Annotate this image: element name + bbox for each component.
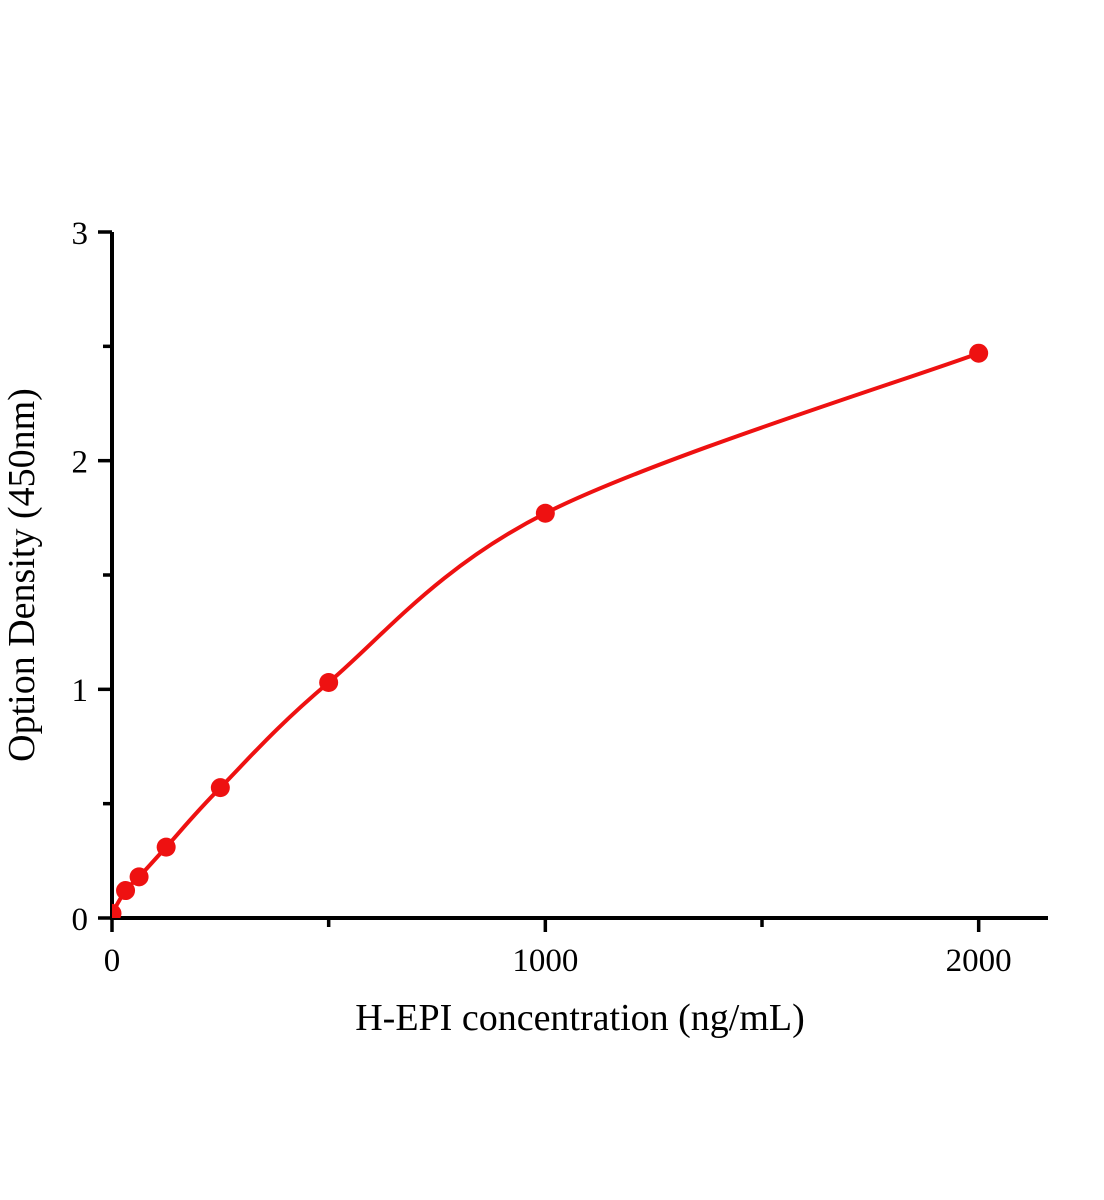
y-tick-label: 2 [72,445,89,481]
data-point [156,837,176,857]
data-point [210,778,230,798]
x-tick-label: 0 [104,943,121,979]
fit-curve [112,351,981,916]
y-tick-label: 1 [72,673,89,709]
data-point [535,503,555,523]
data-point [969,343,989,363]
y-tick-label: 3 [72,216,89,252]
data-point [116,881,136,901]
x-tick-label: 1000 [512,943,578,979]
data-point [319,672,339,692]
x-axis-title: H-EPI concentration (ng/mL) [355,997,805,1039]
data-point [129,867,149,887]
y-tick-label: 0 [72,902,89,938]
y-axis-title: Option Density (450nm) [1,388,43,762]
data-point [112,903,122,918]
x-tick-label: 2000 [946,943,1012,979]
